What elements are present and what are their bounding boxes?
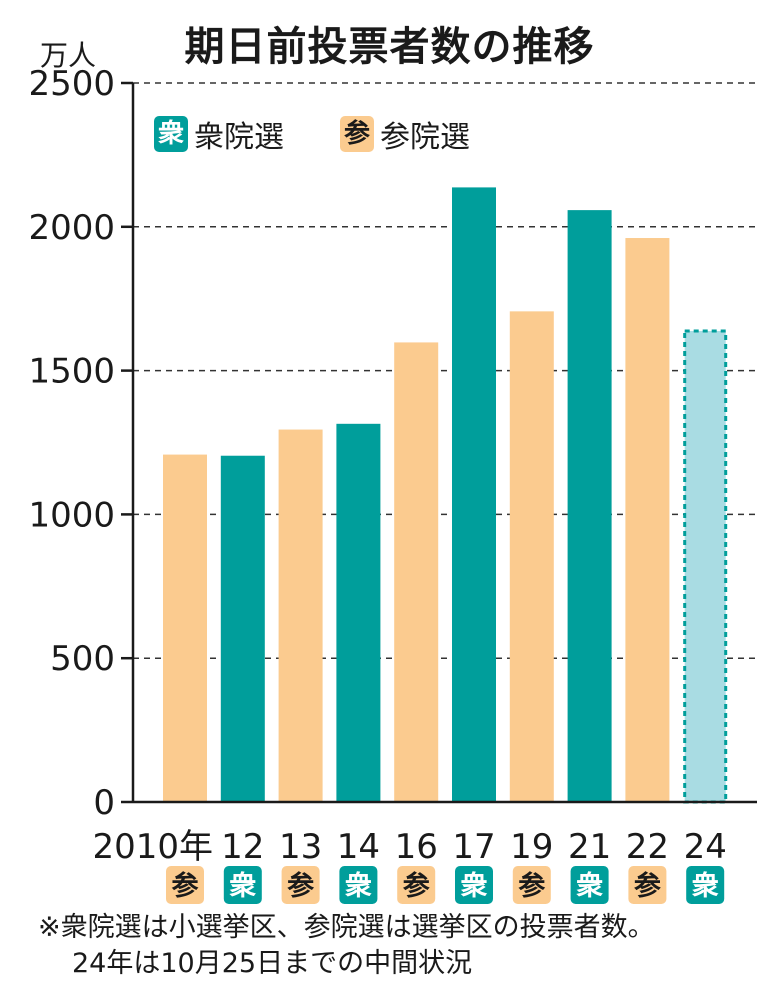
bar-24	[683, 329, 728, 804]
election-badge-bg	[166, 866, 204, 904]
legend-shu-label: 衆院選	[194, 120, 284, 155]
chart-title: 期日前投票者数の推移	[184, 24, 595, 70]
election-badge-label: 参	[518, 870, 545, 902]
x-tick-label: 19	[510, 827, 553, 867]
y-tick-label: 2000	[28, 208, 115, 248]
election-badge-bg	[339, 866, 378, 904]
y-axis-unit: 万人	[40, 39, 97, 72]
bar-17	[452, 187, 496, 802]
legend-shu: 衆 衆院選	[154, 112, 284, 156]
election-badge-bg	[281, 866, 320, 904]
election-badge-label: 衆	[345, 871, 372, 902]
x-tick-label: 16	[395, 827, 438, 867]
bar-2010年	[163, 454, 207, 802]
y-tick-label: 2500	[28, 64, 115, 104]
y-tick-label: 1000	[28, 495, 115, 535]
bar-13	[278, 429, 323, 802]
election-badge-bg	[397, 866, 436, 904]
x-tick-label: 14	[337, 827, 380, 867]
x-tick-label: 22	[626, 827, 669, 867]
election-badge-label: 参	[287, 870, 314, 902]
election-badge-bg	[512, 866, 551, 904]
footnote-line-1: ※衆院選は小選挙区、参院選は選挙区の投票者数。	[38, 912, 655, 943]
election-badge-bg	[223, 866, 262, 904]
election-badge-label: 参	[172, 870, 199, 902]
election-badge-bg	[570, 866, 609, 904]
election-badge-label: 衆	[229, 871, 256, 902]
election-badges: 参衆参衆参衆参衆参衆	[166, 866, 725, 904]
election-badge-bg	[628, 866, 667, 904]
election-badge-label: 衆	[692, 871, 719, 902]
election-badge-bg	[455, 866, 493, 904]
election-badge-label: 参	[403, 870, 430, 902]
election-badge-bg	[686, 866, 725, 904]
bar-14	[336, 423, 381, 802]
election-badge-label: 衆	[461, 871, 488, 902]
y-tick-label: 1500	[28, 352, 115, 392]
legend-san: 参 参院選	[340, 112, 470, 156]
bars	[163, 187, 728, 804]
x-tick-label: 24	[684, 827, 727, 867]
legend-san-label: 参院選	[380, 120, 470, 155]
footnote-line-2: 24年は10月25日までの中間状況	[72, 948, 473, 979]
bar-22	[625, 238, 670, 802]
y-tick-label: 0	[93, 783, 115, 823]
x-tick-labels: 2010年 12 13 14 16 17 19 21 22 24	[92, 827, 726, 867]
x-tick-label: 2010年	[92, 827, 213, 867]
x-tick-label: 13	[279, 827, 322, 867]
legend-san-badge: 参	[340, 116, 374, 152]
legend-shu-badge: 衆	[154, 116, 188, 152]
y-tick-labels: 0 500 1000 1500 2000 2500	[28, 64, 133, 823]
footnote: ※衆院選は小選挙区、参院選は選挙区の投票者数。 24年は10月25日までの中間状…	[38, 910, 655, 982]
bar-19	[509, 311, 554, 802]
x-tick-label: 21	[568, 827, 611, 867]
x-tick-label: 17	[452, 827, 495, 867]
election-badge-label: 衆	[576, 871, 603, 902]
bar-12	[220, 455, 265, 802]
y-tick-label: 500	[50, 639, 115, 679]
x-tick-label: 12	[221, 827, 264, 867]
bar-21	[567, 210, 612, 802]
election-badge-label: 参	[634, 870, 661, 902]
bar-16	[394, 342, 439, 802]
